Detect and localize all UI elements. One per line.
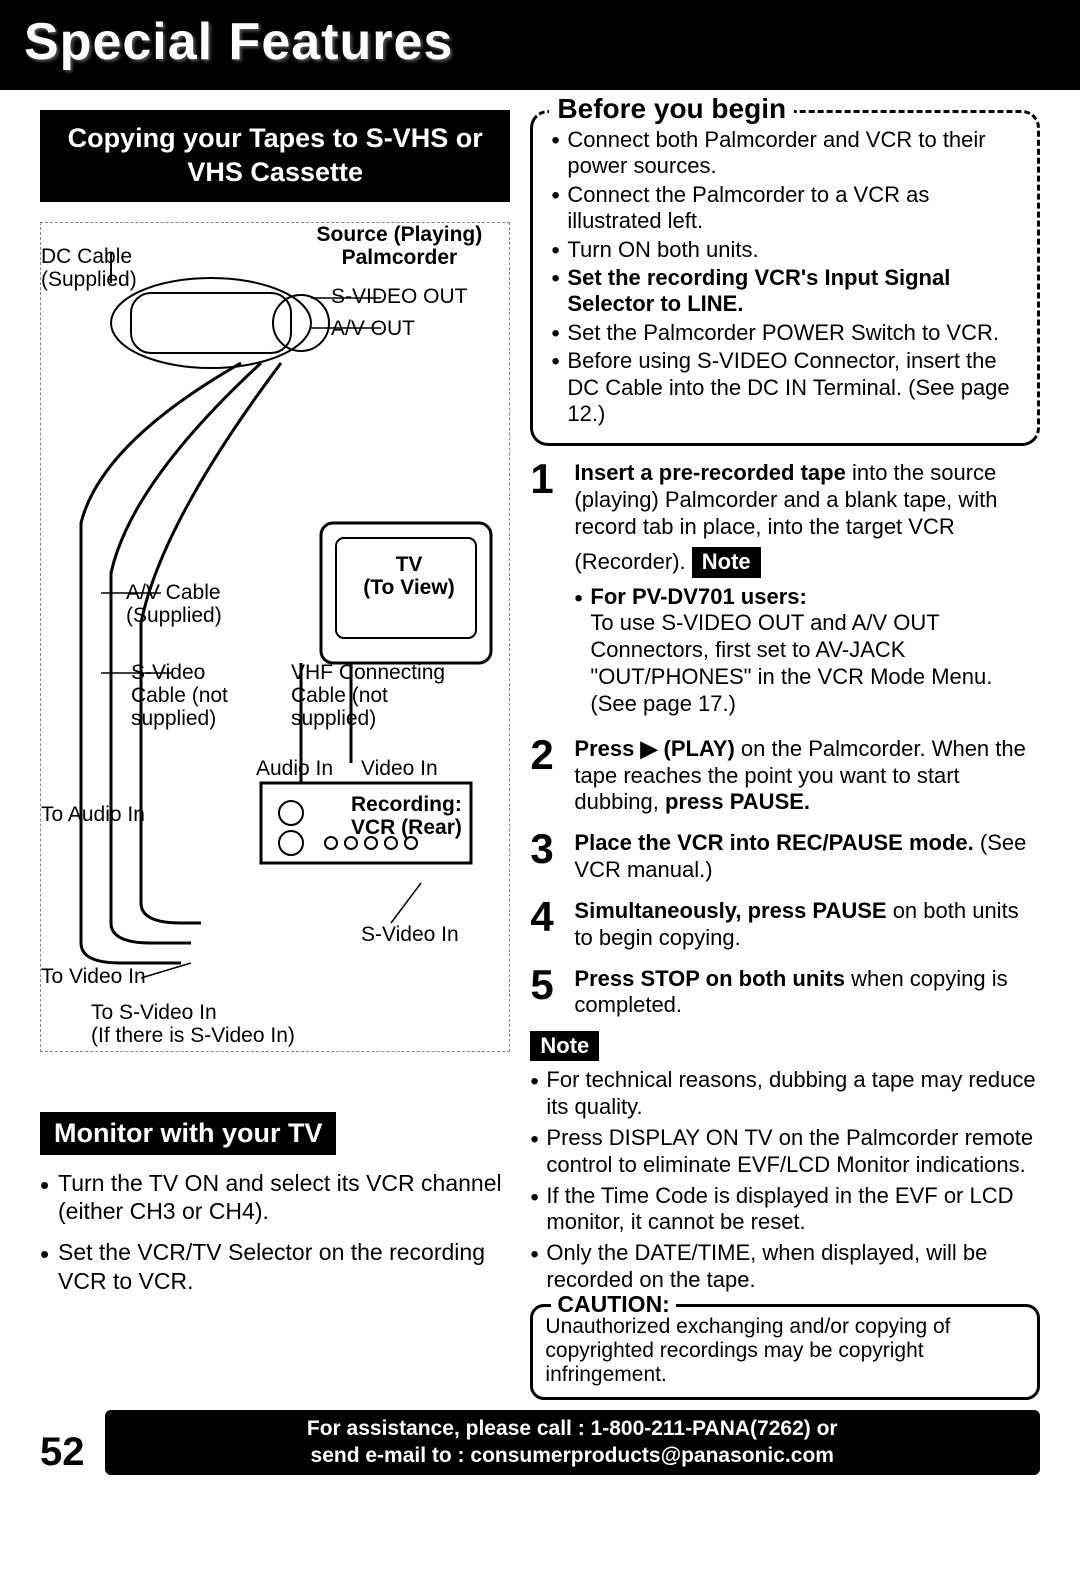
step-lead: Place the VCR into REC/PAUSE mode. xyxy=(574,830,973,855)
monitor-item: Turn the TV ON and select its VCR channe… xyxy=(58,1169,510,1227)
connection-diagram: Source (Playing)Palmcorder DC Cable(Supp… xyxy=(40,222,510,1052)
steps: 1 Insert a pre-recorded tape into the so… xyxy=(530,460,1040,1019)
before-item: Connect both Palmcorder and VCR to their… xyxy=(567,127,1019,180)
label-av-out: A/V OUT xyxy=(331,317,415,340)
step-5: 5 Press STOP on both units when copying … xyxy=(530,966,1040,1020)
step-lead: Insert a pre-recorded tape xyxy=(574,460,845,485)
step-number: 3 xyxy=(530,830,564,884)
label-to-audio-in: To Audio In xyxy=(41,803,145,826)
label-recording-vcr: Recording:VCR (Rear) xyxy=(351,793,462,839)
before-item-bold: Set the recording VCR's Input Signal Sel… xyxy=(567,265,950,316)
step1-note-body: To use S-VIDEO OUT and A/V OUT Connector… xyxy=(590,610,992,715)
footer-assistance: For assistance, please call : 1-800-211-… xyxy=(105,1410,1041,1475)
before-you-begin-box: Before you begin Connect both Palmcorder… xyxy=(530,110,1040,446)
label-source-palmcorder: Source (Playing)Palmcorder xyxy=(299,223,499,269)
label-svideo-out: S-VIDEO OUT xyxy=(331,285,468,308)
before-list: Connect both Palmcorder and VCR to their… xyxy=(551,127,1019,427)
step-lead: Simultaneously, press PAUSE xyxy=(574,898,886,923)
note-tag: Note xyxy=(692,547,761,578)
label-svideo-in: S-Video In xyxy=(361,923,459,946)
step-tail: press PAUSE. xyxy=(665,789,810,814)
step-lead: Press ▶ (PLAY) xyxy=(574,736,734,761)
note2-item: For technical reasons, dubbing a tape ma… xyxy=(546,1067,1040,1121)
footer-line2: send e-mail to : consumerproducts@panaso… xyxy=(311,1444,834,1467)
step-number: 2 xyxy=(530,736,564,816)
before-legend: Before you begin xyxy=(549,93,794,125)
note2-item: Only the DATE/TIME, when displayed, will… xyxy=(546,1240,1040,1294)
monitor-list: Turn the TV ON and select its VCR channe… xyxy=(40,1169,510,1296)
label-vhf-cable: VHF ConnectingCable (notsupplied) xyxy=(291,661,445,730)
note2-list: For technical reasons, dubbing a tape ma… xyxy=(530,1067,1040,1294)
caution-box: CAUTION: Unauthorized exchanging and/or … xyxy=(530,1304,1040,1400)
note2-tag: Note xyxy=(530,1031,599,1061)
step-body: Press STOP on both units when copying is… xyxy=(574,966,1040,1020)
title-bar: Special Features xyxy=(0,0,1080,90)
before-item: Turn ON both units. xyxy=(567,237,1019,263)
caution-legend: CAUTION: xyxy=(551,1291,675,1317)
note2-item: Press DISPLAY ON TV on the Palmcorder re… xyxy=(546,1125,1040,1179)
footer-line1: For assistance, please call : 1-800-211-… xyxy=(307,1417,838,1440)
label-video-in: Video In xyxy=(361,757,438,780)
label-av-cable: A/V Cable(Supplied) xyxy=(126,581,222,627)
label-audio-in: Audio In xyxy=(256,757,333,780)
content-columns: Copying your Tapes to S-VHS or VHS Casse… xyxy=(0,90,1080,1410)
label-tv: TV(To View) xyxy=(359,553,459,599)
page: Special Features Copying your Tapes to S… xyxy=(0,0,1080,1495)
step-body: Press ▶ (PLAY) on the Palmcorder. When t… xyxy=(574,736,1040,816)
step-2: 2 Press ▶ (PLAY) on the Palmcorder. When… xyxy=(530,736,1040,816)
step-body: Place the VCR into REC/PAUSE mode. (See … xyxy=(574,830,1040,884)
step-3: 3 Place the VCR into REC/PAUSE mode. (Se… xyxy=(530,830,1040,884)
step-lead: Press STOP on both units xyxy=(574,966,845,991)
before-item: Set the recording VCR's Input Signal Sel… xyxy=(567,265,1019,318)
label-to-svideo-in: To S-Video In(If there is S-Video In) xyxy=(91,1001,295,1047)
step1-note-item: For PV-DV701 users: To use S-VIDEO OUT a… xyxy=(590,584,1040,718)
before-item: Set the Palmcorder POWER Switch to VCR. xyxy=(567,320,1019,346)
step-number: 1 xyxy=(530,460,564,721)
step-4: 4 Simultaneously, press PAUSE on both un… xyxy=(530,898,1040,952)
before-item: Connect the Palmcorder to a VCR as illus… xyxy=(567,182,1019,235)
page-number: 52 xyxy=(40,1430,85,1475)
step-number: 4 xyxy=(530,898,564,952)
left-column: Copying your Tapes to S-VHS or VHS Casse… xyxy=(40,110,510,1400)
step-number: 5 xyxy=(530,966,564,1020)
step-body: Simultaneously, press PAUSE on both unit… xyxy=(574,898,1040,952)
label-svideo-cable: S-VideoCable (notsupplied) xyxy=(131,661,228,730)
section-heading-copying: Copying your Tapes to S-VHS or VHS Casse… xyxy=(40,110,510,202)
footer: 52 For assistance, please call : 1-800-2… xyxy=(0,1410,1080,1495)
monitor-item: Set the VCR/TV Selector on the recording… xyxy=(58,1238,510,1296)
step-body: Insert a pre-recorded tape into the sour… xyxy=(574,460,1040,721)
right-column: Before you begin Connect both Palmcorder… xyxy=(530,110,1040,1400)
label-to-video-in: To Video In xyxy=(41,965,146,988)
step-1: 1 Insert a pre-recorded tape into the so… xyxy=(530,460,1040,721)
step1-note-list: For PV-DV701 users: To use S-VIDEO OUT a… xyxy=(574,584,1040,718)
note2-item: If the Time Code is displayed in the EVF… xyxy=(546,1183,1040,1237)
section-heading-monitor: Monitor with your TV xyxy=(40,1112,336,1155)
before-item: Before using S-VIDEO Connector, insert t… xyxy=(567,348,1019,427)
caution-text: Unauthorized exchanging and/or copying o… xyxy=(545,1315,950,1386)
label-dc-cable: DC Cable(Supplied) xyxy=(41,245,137,291)
step1-note-bold: For PV-DV701 users: xyxy=(590,584,806,609)
